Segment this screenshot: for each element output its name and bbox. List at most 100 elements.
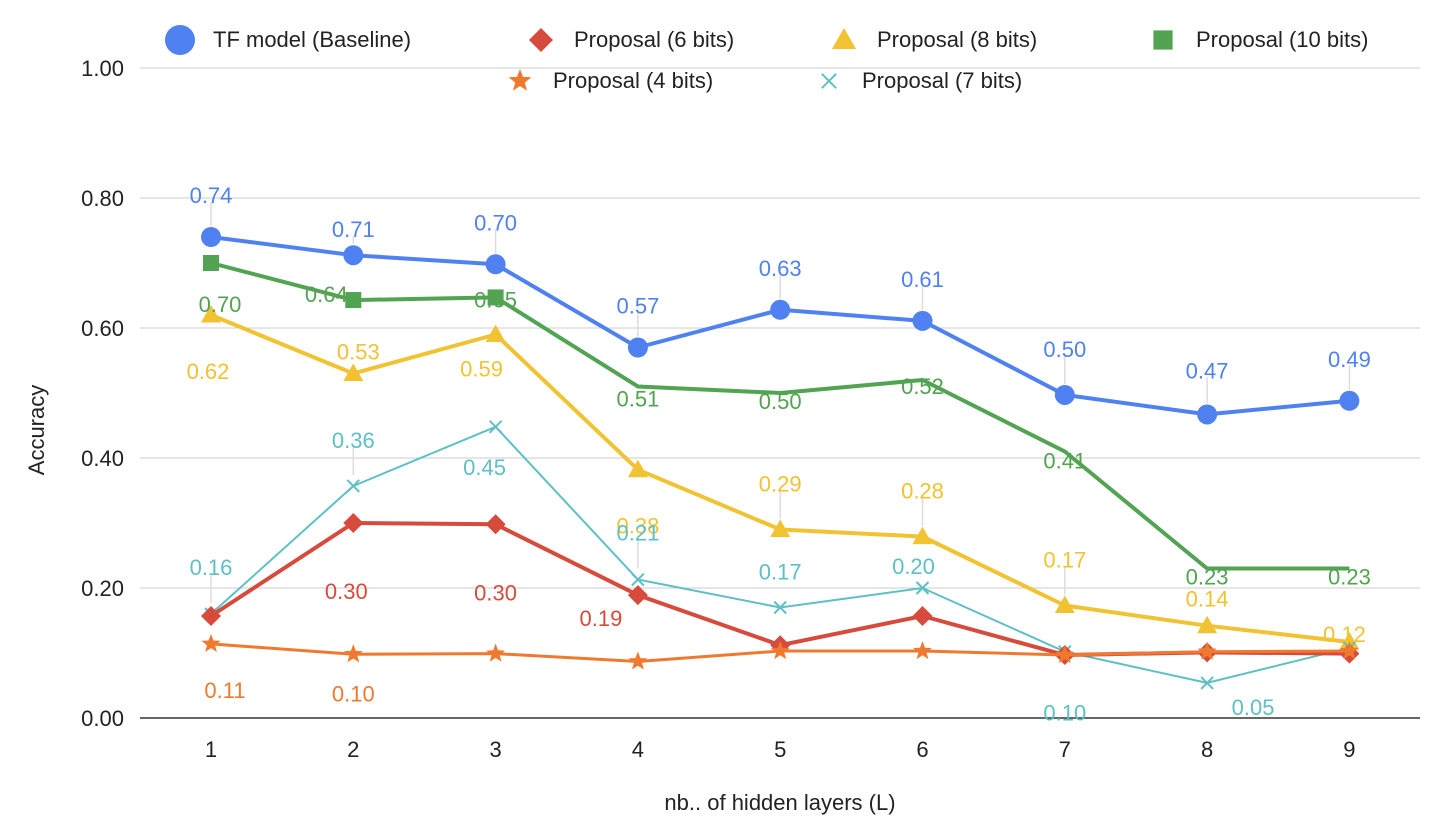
square-marker [345,292,362,309]
star-marker [1197,641,1217,660]
data-label: 0.45 [463,455,506,480]
x-marker [773,600,787,615]
data-label: 0.36 [332,428,375,453]
legend-item: Proposal (7 bits) [821,68,1022,93]
x-axis-title: nb.. of hidden layers (L) [664,790,895,815]
star-marker [1055,645,1075,663]
data-label: 0.41 [1043,449,1086,474]
data-label: 0.30 [325,579,368,604]
legend-label: TF model (Baseline) [213,27,411,52]
diamond-marker [485,514,506,535]
triangle-marker [627,459,648,478]
triangle-marker [912,526,933,545]
data-label: 0.10 [1043,701,1086,726]
series-proposal-10-bits [203,255,1350,571]
circle-marker [343,245,364,266]
x-tick-label: 4 [632,737,644,762]
star-marker [508,69,532,91]
data-label: 0.28 [901,479,944,504]
y-axis-title: Accuracy [24,385,49,475]
x-tick-label: 1 [205,737,217,762]
legend-item: Proposal (10 bits) [1153,27,1368,52]
data-label: 0.23 [1186,565,1229,590]
diamond-marker [201,605,221,626]
square-marker [1153,30,1173,50]
star-marker [913,641,932,660]
data-label: 0.30 [474,580,517,605]
square-marker [487,289,504,306]
circle-marker [912,310,933,331]
circle-marker [1054,384,1075,405]
x-marker [821,73,837,89]
circle-marker [1339,390,1360,411]
x-marker-stroke [915,581,930,595]
diamond-marker [529,28,553,52]
x-marker [346,479,361,493]
triangle-marker [1197,615,1218,634]
y-tick-label: 0.60 [81,316,124,341]
x-marker-stroke [346,479,361,493]
triangle-marker [832,28,856,49]
diamond-marker [627,585,648,606]
data-label: 0.11 [204,678,245,703]
data-label: 0.50 [759,389,802,414]
data-label: 0.14 [1186,587,1229,612]
star-marker [1339,641,1359,660]
triangle-marker [201,305,221,323]
square-marker [203,255,219,271]
data-label: 0.19 [579,606,622,631]
data-label: 0.17 [759,560,802,585]
data-label: 0.62 [187,359,230,384]
data-label: 0.70 [474,210,517,235]
series-proposal-8-bits [201,305,1360,650]
x-marker [488,420,503,434]
star-marker [201,633,221,652]
data-label: 0.20 [892,554,935,579]
series-proposal-4-bits [201,633,1359,670]
circle-marker [770,299,791,320]
data-label: 0.70 [199,292,242,317]
legend-label: Proposal (7 bits) [862,68,1022,93]
data-label: 0.10 [332,681,375,706]
data-label: 0.57 [616,294,659,319]
triangle-marker [770,519,791,537]
star-marker [628,651,648,670]
legend-label: Proposal (10 bits) [1196,27,1368,52]
x-marker [1200,676,1214,690]
triangle-marker [1339,631,1360,650]
y-tick-label: 0.20 [81,576,124,601]
x-marker-stroke [631,572,645,587]
legend: TF model (Baseline) Proposal (6 bits) Prop… [165,25,1368,93]
x-tick-label: 5 [774,737,786,762]
x-marker-stroke [488,420,503,434]
legend-label: Proposal (6 bits) [574,27,734,52]
y-tick-label: 0.00 [81,706,124,731]
triangle-marker [1054,595,1075,614]
legend-item: Proposal (4 bits) [508,68,713,93]
data-label: 0.50 [1043,337,1086,362]
data-label: 0.52 [901,374,944,399]
series-line [210,261,1350,571]
data-label: 0.05 [1232,695,1275,720]
data-label: 0.51 [616,387,659,412]
data-label: 0.38 [616,514,659,539]
x-tick-label: 7 [1059,737,1071,762]
legend-item: Proposal (8 bits) [832,27,1037,52]
y-tick-label: 1.00 [81,56,124,81]
diamond-marker [343,513,364,533]
data-label: 0.53 [337,340,380,365]
series-tf-model-baseline [201,227,1360,425]
circle-marker [485,254,506,275]
data-label: 0.64 [305,282,348,307]
x-marker [631,572,645,587]
triangle-marker [343,363,364,381]
series-layer [201,227,1360,690]
data-label: 0.17 [1043,548,1086,573]
data-label: 0.29 [759,472,802,497]
data-label: 0.71 [332,217,375,242]
legend-item: TF model (Baseline) [165,25,411,55]
x-marker [915,581,930,595]
data-label: 0.63 [759,256,802,281]
